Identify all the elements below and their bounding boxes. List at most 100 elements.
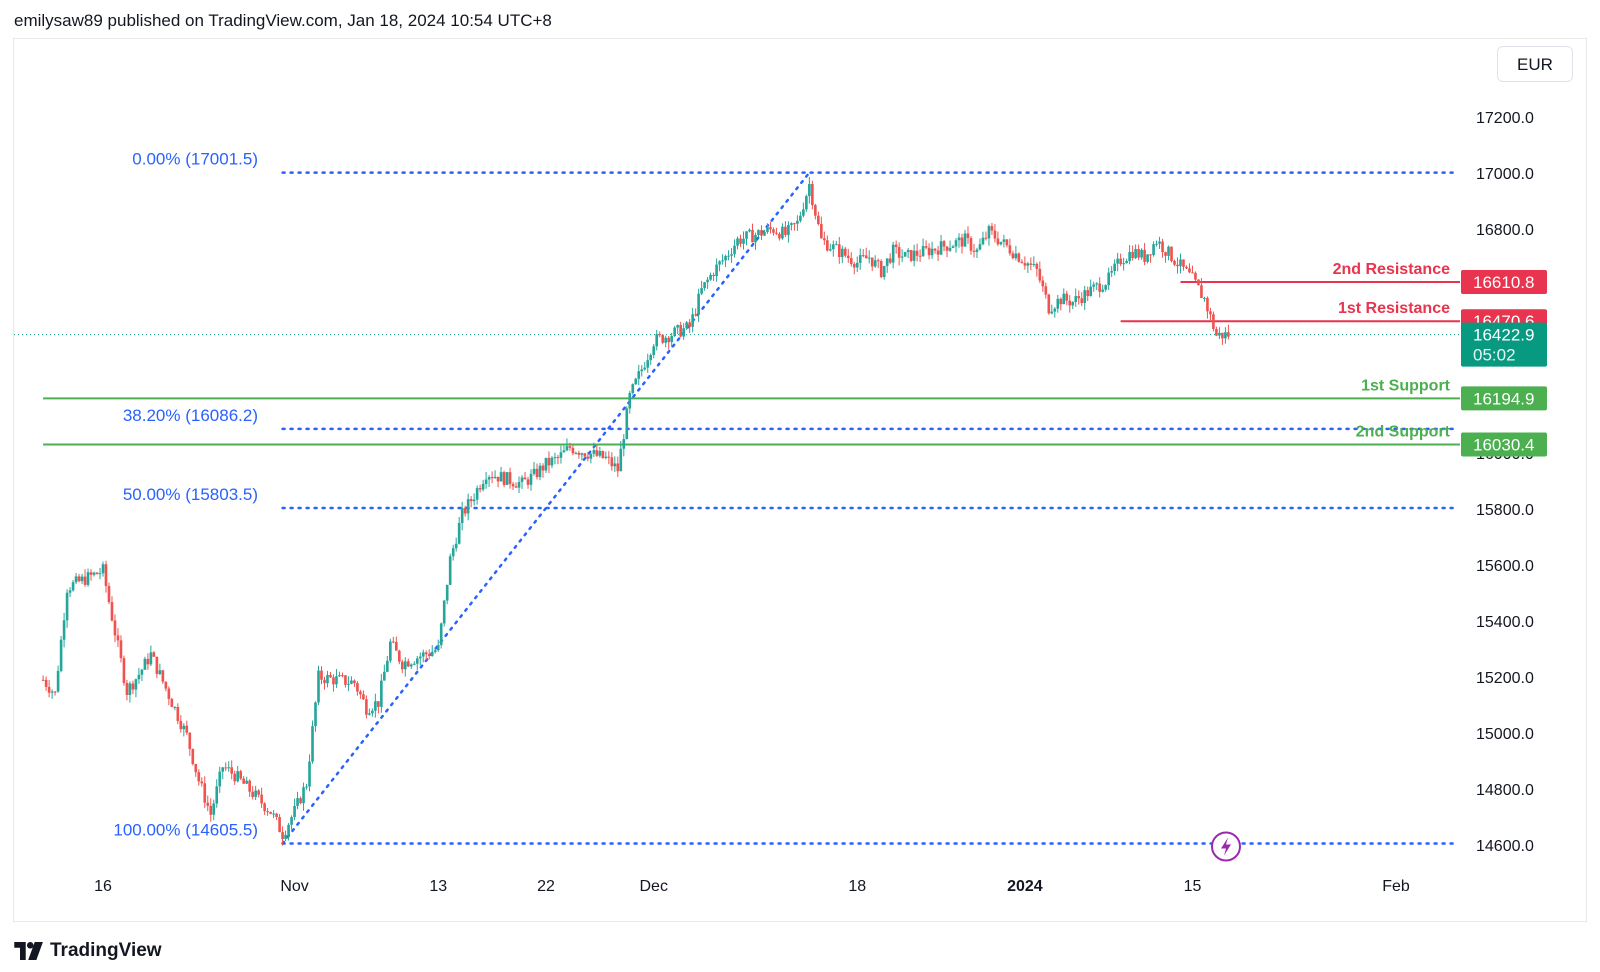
level-price-tag-text: 16194.9 xyxy=(1473,389,1534,408)
price-axis[interactable]: 17200.017000.016800.016600.016400.016200… xyxy=(1476,110,1534,855)
candle-body xyxy=(757,230,760,236)
candle-body xyxy=(167,688,171,699)
candle-body xyxy=(640,369,644,372)
candle-body xyxy=(221,767,225,772)
candle-body xyxy=(523,477,527,480)
candle-body xyxy=(1092,284,1096,287)
candle-body xyxy=(1023,263,1027,266)
candle-body xyxy=(772,229,775,233)
fibonacci-retracement[interactable]: 0.00% (17001.5) 38.20% (16086.2) 50.00% (1… xyxy=(113,150,1460,845)
chart-frame[interactable] xyxy=(13,38,1587,922)
candle-body xyxy=(1041,280,1045,287)
candle-body xyxy=(296,798,299,806)
alert-marker[interactable] xyxy=(1211,831,1241,862)
candle-body xyxy=(350,680,353,684)
candle-body xyxy=(891,244,895,263)
candle-body xyxy=(790,223,793,225)
candle-body xyxy=(691,314,694,327)
candle-body xyxy=(846,255,850,259)
candle-body xyxy=(56,670,60,692)
candle-body xyxy=(742,238,745,244)
candle-body xyxy=(652,346,656,355)
candle-body xyxy=(673,327,676,337)
candle-body xyxy=(155,656,159,674)
candle-body xyxy=(472,499,476,502)
candle-body xyxy=(1176,264,1179,267)
candle-body xyxy=(885,258,889,266)
candle-body xyxy=(263,803,266,812)
price-tick-label: 16800.0 xyxy=(1476,222,1534,239)
time-tick-label: 18 xyxy=(848,878,866,895)
candle-body xyxy=(784,226,787,235)
support-resistance-levels[interactable]: 2nd Resistance 1st Resistance 1st Support 2… xyxy=(43,261,1460,446)
candle-body xyxy=(508,472,512,484)
candle-body xyxy=(787,224,790,235)
candle-body xyxy=(1218,332,1221,336)
candle-body xyxy=(1194,272,1197,280)
candle-body xyxy=(814,205,817,216)
candle-body xyxy=(837,244,841,257)
candle-body xyxy=(209,805,213,815)
candle-body xyxy=(131,683,135,690)
candle-body xyxy=(469,499,473,502)
tradingview-brand[interactable]: TradingView xyxy=(14,940,162,962)
candle-body xyxy=(1125,261,1128,264)
candle-body xyxy=(924,246,928,248)
candle-body xyxy=(1227,332,1230,337)
candle-body xyxy=(487,477,491,480)
time-tick-label: 22 xyxy=(537,878,555,895)
time-tick-label: Dec xyxy=(639,878,667,895)
candle-body xyxy=(1008,245,1012,254)
candle-body xyxy=(125,682,129,695)
candle-body xyxy=(870,257,874,267)
candle-body xyxy=(808,184,811,197)
candle-body xyxy=(796,220,799,224)
candle-body xyxy=(218,771,222,787)
time-axis[interactable]: 16 Nov 13 22 Dec 18 2024 15 Feb xyxy=(94,878,1410,895)
candle-body xyxy=(1002,239,1006,242)
currency-selector[interactable]: EUR xyxy=(1497,46,1573,82)
candle-body xyxy=(281,832,284,840)
candle-body xyxy=(239,771,242,779)
candle-body xyxy=(1026,263,1030,266)
candle-body xyxy=(233,773,237,782)
candle-body xyxy=(954,240,958,247)
candle-body xyxy=(1050,311,1054,314)
candle-body xyxy=(427,654,431,656)
candle-body xyxy=(1098,283,1102,292)
candle-body xyxy=(906,250,910,253)
time-tick-label: 13 xyxy=(429,878,447,895)
candle-body xyxy=(170,698,174,708)
candle-body xyxy=(368,713,371,715)
candle-body xyxy=(957,237,961,241)
level-price-tag-text: 16610.8 xyxy=(1473,273,1534,292)
candle-body xyxy=(592,450,596,454)
candle-body xyxy=(763,231,766,236)
candle-body xyxy=(454,543,458,549)
candle-body xyxy=(206,802,210,806)
candle-body xyxy=(664,337,668,343)
candle-body xyxy=(619,448,623,472)
candle-body xyxy=(580,453,584,455)
candle-body xyxy=(1152,244,1155,256)
candle-body xyxy=(802,209,805,216)
candle-body xyxy=(83,576,87,585)
candle-body xyxy=(1080,298,1084,303)
candle-body xyxy=(302,787,305,804)
candle-body xyxy=(212,803,216,815)
candle-body xyxy=(945,246,949,251)
candle-body xyxy=(65,592,69,621)
candle-body xyxy=(140,669,144,675)
level-price-tag-text: 16030.4 xyxy=(1473,435,1534,454)
candle-body xyxy=(574,452,578,454)
candle-body xyxy=(323,679,326,684)
candle-body xyxy=(688,322,691,327)
level-label: 1st Support xyxy=(1361,377,1451,394)
bar-countdown-text: 05:02 xyxy=(1473,346,1516,365)
candle-body xyxy=(197,772,201,782)
candle-body xyxy=(754,235,757,243)
candle-body xyxy=(793,223,796,225)
candle-body xyxy=(353,680,356,684)
